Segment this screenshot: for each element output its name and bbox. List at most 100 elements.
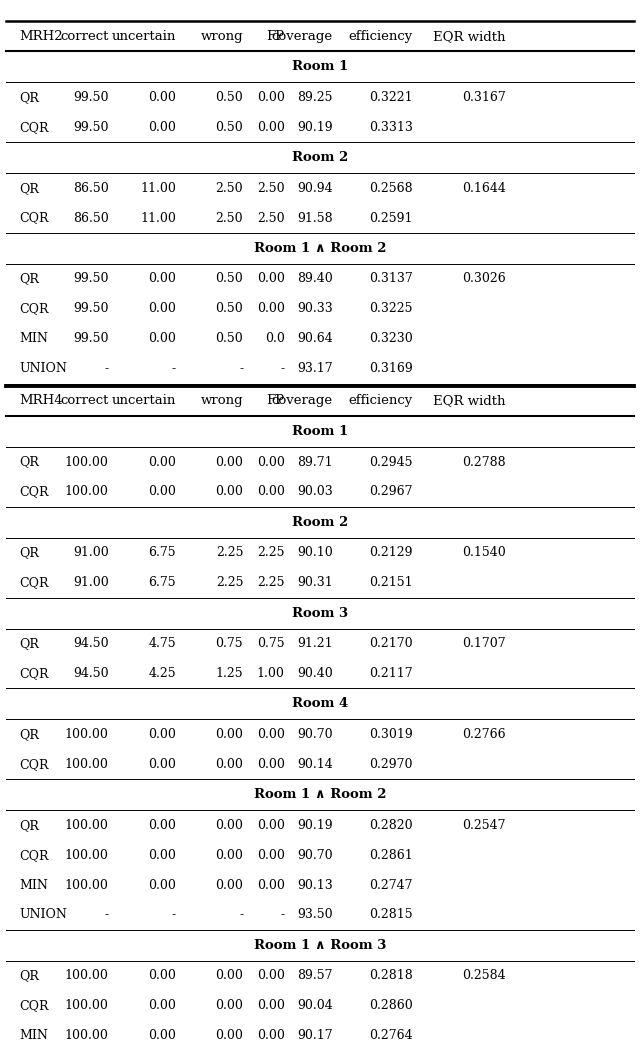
Text: 0.00: 0.00 — [148, 302, 176, 316]
Text: 100.00: 100.00 — [65, 728, 109, 741]
Text: QR: QR — [19, 970, 39, 982]
Text: 90.70: 90.70 — [297, 849, 333, 861]
Text: -: - — [281, 362, 285, 375]
Text: 0.00: 0.00 — [215, 999, 243, 1012]
Text: 4.75: 4.75 — [148, 637, 176, 650]
Text: 100.00: 100.00 — [65, 456, 109, 469]
Text: Room 1 ∧ Room 2: Room 1 ∧ Room 2 — [253, 242, 387, 255]
Text: CQR: CQR — [19, 212, 49, 224]
Text: 0.2117: 0.2117 — [369, 667, 413, 680]
Text: 0.3026: 0.3026 — [462, 273, 506, 285]
Text: 6.75: 6.75 — [148, 547, 176, 559]
Text: 0.2967: 0.2967 — [369, 485, 413, 498]
Text: 93.17: 93.17 — [297, 362, 333, 375]
Text: -: - — [105, 909, 109, 921]
Text: 0.00: 0.00 — [148, 1029, 176, 1042]
Text: 11.00: 11.00 — [140, 212, 176, 224]
Text: 99.50: 99.50 — [74, 91, 109, 104]
Text: Room 2: Room 2 — [292, 152, 348, 164]
Text: 2.50: 2.50 — [216, 212, 243, 224]
Text: 0.3137: 0.3137 — [369, 273, 413, 285]
Text: 0.00: 0.00 — [257, 456, 285, 469]
Text: Room 1 ∧ Room 2: Room 1 ∧ Room 2 — [253, 789, 387, 801]
Text: 90.17: 90.17 — [297, 1029, 333, 1042]
Text: 0.3221: 0.3221 — [369, 91, 413, 104]
Text: 90.70: 90.70 — [297, 728, 333, 741]
Text: 0.2170: 0.2170 — [369, 637, 413, 650]
Text: 91.00: 91.00 — [73, 547, 109, 559]
Text: 91.21: 91.21 — [297, 637, 333, 650]
Text: QR: QR — [19, 91, 39, 104]
Text: 94.50: 94.50 — [73, 637, 109, 650]
Text: 0.00: 0.00 — [148, 485, 176, 498]
Text: 90.19: 90.19 — [297, 819, 333, 832]
Text: 90.03: 90.03 — [297, 485, 333, 498]
Text: uncertain: uncertain — [111, 29, 176, 43]
Text: MIN: MIN — [19, 333, 48, 345]
Text: 0.2568: 0.2568 — [369, 182, 413, 195]
Text: -: - — [172, 362, 176, 375]
Text: 99.50: 99.50 — [74, 302, 109, 316]
Text: 0.3230: 0.3230 — [369, 333, 413, 345]
Text: 0.2129: 0.2129 — [369, 547, 413, 559]
Text: QR: QR — [19, 182, 39, 195]
Text: 2.50: 2.50 — [257, 182, 285, 195]
Text: 90.40: 90.40 — [297, 667, 333, 680]
Text: 0.2860: 0.2860 — [369, 999, 413, 1012]
Text: 0.00: 0.00 — [257, 849, 285, 861]
Text: 91.00: 91.00 — [73, 576, 109, 590]
Text: CQR: CQR — [19, 302, 49, 316]
Text: 0.00: 0.00 — [257, 819, 285, 832]
Text: 0.00: 0.00 — [148, 456, 176, 469]
Text: EQR width: EQR width — [433, 29, 506, 43]
Text: -: - — [281, 909, 285, 921]
Text: CQR: CQR — [19, 758, 49, 771]
Text: 100.00: 100.00 — [65, 878, 109, 892]
Text: efficiency: efficiency — [349, 395, 413, 408]
Text: wrong: wrong — [200, 29, 243, 43]
Text: 0.3313: 0.3313 — [369, 121, 413, 134]
Text: 0.2584: 0.2584 — [462, 970, 506, 982]
Text: MIN: MIN — [19, 1029, 48, 1042]
Text: 0.00: 0.00 — [215, 728, 243, 741]
Text: UNION: UNION — [19, 909, 67, 921]
Text: 0.00: 0.00 — [148, 970, 176, 982]
Text: 0.2747: 0.2747 — [369, 878, 413, 892]
Text: 90.10: 90.10 — [297, 547, 333, 559]
Text: 0.00: 0.00 — [257, 91, 285, 104]
Text: 0.50: 0.50 — [216, 121, 243, 134]
Text: 0.00: 0.00 — [257, 728, 285, 741]
Text: 99.50: 99.50 — [74, 273, 109, 285]
Text: FP: FP — [267, 395, 285, 408]
Text: 11.00: 11.00 — [140, 182, 176, 195]
Text: 0.50: 0.50 — [216, 273, 243, 285]
Text: 0.50: 0.50 — [216, 91, 243, 104]
Text: 86.50: 86.50 — [73, 212, 109, 224]
Text: 0.2764: 0.2764 — [369, 1029, 413, 1042]
Text: 0.00: 0.00 — [215, 849, 243, 861]
Text: 94.50: 94.50 — [73, 667, 109, 680]
Text: CQR: CQR — [19, 485, 49, 498]
Text: 0.0: 0.0 — [265, 333, 285, 345]
Text: Room 3: Room 3 — [292, 607, 348, 619]
Text: MRH2: MRH2 — [19, 29, 63, 43]
Text: 90.31: 90.31 — [297, 576, 333, 590]
Text: 0.00: 0.00 — [215, 485, 243, 498]
Text: 90.14: 90.14 — [297, 758, 333, 771]
Text: QR: QR — [19, 819, 39, 832]
Text: 90.04: 90.04 — [297, 999, 333, 1012]
Text: 100.00: 100.00 — [65, 758, 109, 771]
Text: correct: correct — [60, 395, 109, 408]
Text: Room 1 ∧ Room 3: Room 1 ∧ Room 3 — [254, 939, 386, 952]
Text: 0.00: 0.00 — [148, 758, 176, 771]
Text: 100.00: 100.00 — [65, 849, 109, 861]
Text: 2.50: 2.50 — [216, 182, 243, 195]
Text: 0.50: 0.50 — [216, 333, 243, 345]
Text: 0.00: 0.00 — [148, 728, 176, 741]
Text: 0.2788: 0.2788 — [462, 456, 506, 469]
Text: 0.2547: 0.2547 — [462, 819, 506, 832]
Text: correct: correct — [60, 29, 109, 43]
Text: CQR: CQR — [19, 849, 49, 861]
Text: 0.00: 0.00 — [215, 758, 243, 771]
Text: 0.3225: 0.3225 — [369, 302, 413, 316]
